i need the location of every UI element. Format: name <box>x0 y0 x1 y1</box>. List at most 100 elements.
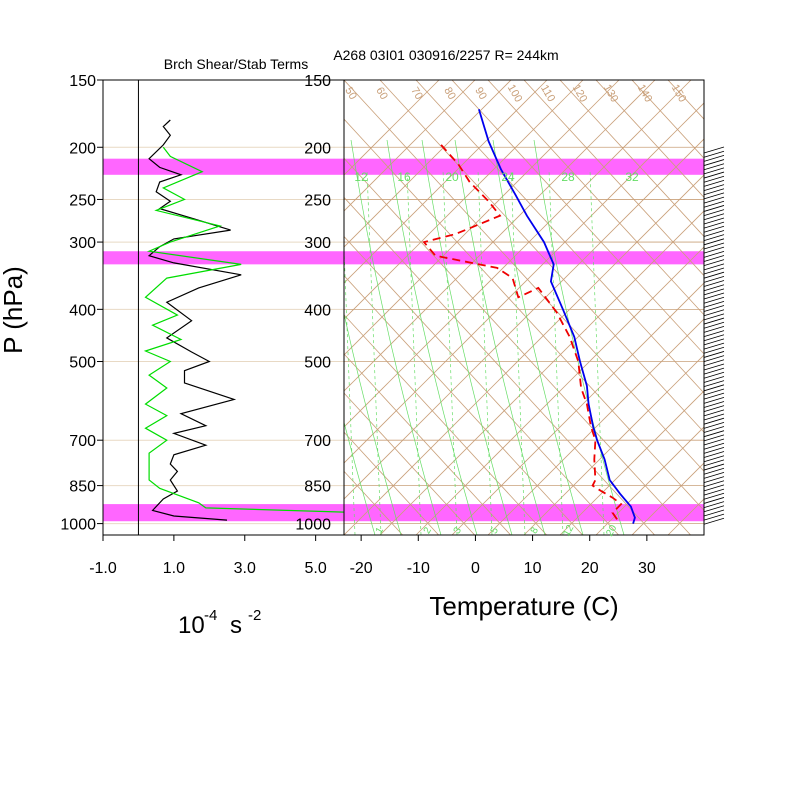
dry-adiabat-label-4: 90 <box>472 85 489 102</box>
wind-barb <box>703 159 725 166</box>
wind-barb <box>703 380 725 388</box>
xlabel-base: 10 <box>178 612 205 639</box>
wind-barb <box>703 217 725 225</box>
wind-barb <box>703 300 725 308</box>
isotherm-line <box>344 138 704 500</box>
moist-label-2: 3 <box>452 525 465 536</box>
left-y-tick-label-7: 850 <box>69 479 96 496</box>
wind-barb <box>703 384 725 392</box>
wind-barb <box>703 267 725 275</box>
left-y-tick-label-5: 500 <box>69 355 96 372</box>
wind-barb <box>703 401 725 408</box>
wind-barb <box>703 434 725 442</box>
moist-label-0: 1 <box>374 525 387 536</box>
wind-barb <box>703 234 725 242</box>
moist-label-4: 8 <box>529 525 542 536</box>
wind-barb <box>703 421 725 429</box>
wind-barb <box>703 280 725 287</box>
wind-barb <box>703 155 725 162</box>
dry-adiabat-line <box>344 470 403 535</box>
xlabel-exponent-1: -4 <box>204 607 217 624</box>
right-panel-xlabel: Temperature (C) <box>429 591 618 621</box>
wind-barb <box>703 442 725 450</box>
right-x-tick-label-2: 0 <box>471 560 480 577</box>
wind-barb <box>703 488 725 496</box>
wind-barb <box>703 284 725 292</box>
dry-adiabat-line <box>523 80 704 277</box>
left-panel-ylabel: P (hPa) <box>0 266 28 354</box>
dry-adiabat-line <box>776 80 800 535</box>
wind-barb <box>703 150 725 158</box>
wind-barb <box>703 309 725 317</box>
mixing-ratio-label-0: 12 <box>354 170 368 184</box>
right-x-tick-label-1: -10 <box>407 560 430 577</box>
right-panel-title: A268 03I01 030916/2257 R= 244km <box>333 47 558 63</box>
moist-label-3: 5 <box>489 525 502 536</box>
wind-barb <box>703 317 725 325</box>
dry-adiabat-line <box>344 157 691 535</box>
mixing-ratio-line <box>510 169 526 535</box>
dry-adiabat-line <box>344 235 619 535</box>
wind-barb <box>703 405 725 413</box>
wind-barb <box>703 209 725 216</box>
right-y-tick-label-3: 300 <box>304 235 331 252</box>
wind-barb <box>703 509 725 517</box>
dry-adiabat-line <box>379 80 704 433</box>
left-series-line-1 <box>143 146 344 513</box>
highlight-band-1 <box>103 251 704 265</box>
left-panel-xlabel: 10 -4 s -2 <box>178 607 261 639</box>
xlabel-exponent-2: -2 <box>248 607 261 624</box>
wind-barb <box>703 171 725 179</box>
left-series-line-0 <box>147 119 242 521</box>
right-y-tick-label-8: 1000 <box>295 517 331 534</box>
isotherm-line <box>344 80 476 212</box>
highlight-band-0 <box>103 158 704 175</box>
wind-barb <box>703 371 725 379</box>
wind-barb <box>703 313 725 321</box>
mixing-ratio-label-5: 32 <box>625 170 639 184</box>
right-panel-plot <box>344 80 800 535</box>
wind-barb <box>703 230 725 237</box>
right-panel-frame <box>343 79 705 536</box>
isotherm-line <box>344 102 704 464</box>
wind-barb <box>703 497 725 504</box>
dry-adiabat-line <box>344 392 475 535</box>
wind-barb <box>703 326 725 333</box>
wind-barb <box>703 438 725 446</box>
dry-adiabat-line <box>344 431 439 535</box>
wind-barb <box>703 367 725 375</box>
wind-barb <box>703 338 725 346</box>
wind-barb <box>703 184 725 191</box>
wind-barb <box>703 242 725 250</box>
dry-adiabat-line <box>559 80 704 238</box>
moist-label-5: 12 <box>561 523 576 539</box>
isotherm-line <box>344 80 620 356</box>
isotherm-line <box>776 80 800 535</box>
wind-barb <box>703 180 725 187</box>
wind-barb <box>703 321 725 329</box>
mixing-ratio-label-1: 16 <box>397 170 411 184</box>
left-x-tick-label-0: -1.0 <box>89 560 117 577</box>
wind-barb <box>703 255 725 262</box>
wind-barb <box>703 472 725 479</box>
dry-adiabat-line <box>740 80 800 535</box>
wind-barb <box>703 213 725 221</box>
dry-adiabat-line <box>451 80 704 355</box>
isotherm-line <box>415 246 704 535</box>
dry-adiabat-line <box>344 353 511 535</box>
wind-barb <box>703 459 725 467</box>
wind-barb <box>703 250 725 258</box>
wind-barb <box>703 342 725 350</box>
left-y-tick-label-6: 700 <box>69 433 96 450</box>
moist-adiabat-line <box>533 139 625 535</box>
left-y-tick-label-0: 150 <box>69 73 96 90</box>
wind-barb <box>703 146 725 154</box>
wind-barb <box>703 417 725 425</box>
wind-barb <box>703 334 725 342</box>
dry-adiabat-label-1: 60 <box>373 85 390 102</box>
wind-barb <box>703 376 725 383</box>
wind-barb <box>703 246 725 254</box>
wind-barb <box>703 426 725 433</box>
moist-adiabat-line <box>350 139 442 535</box>
isotherm-line <box>344 80 656 392</box>
